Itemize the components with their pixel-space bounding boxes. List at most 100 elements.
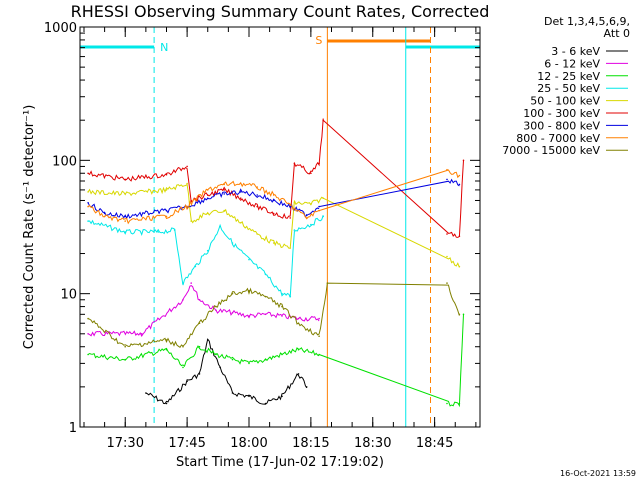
data-point xyxy=(206,339,209,341)
data-point xyxy=(310,223,312,226)
data-point xyxy=(223,193,225,195)
legend-header: Att 0 xyxy=(604,27,630,40)
x-tick-label: 18:30 xyxy=(354,436,391,451)
data-point xyxy=(231,311,234,314)
y-tick-label: 10 xyxy=(60,288,77,303)
data-point xyxy=(462,313,465,316)
data-point xyxy=(239,222,242,224)
data-point xyxy=(206,212,209,215)
legend-entry-label: 300 - 800 keV xyxy=(523,119,600,132)
data-point xyxy=(173,229,176,231)
x-tick-label: 18:45 xyxy=(416,436,453,451)
x-tick-label: 18:00 xyxy=(230,436,267,451)
data-point xyxy=(281,315,283,317)
data-point xyxy=(248,395,250,398)
series-line xyxy=(87,285,320,338)
data-point xyxy=(446,178,448,181)
data-point xyxy=(186,380,188,383)
legend-entry-label: 12 - 25 keV xyxy=(537,70,600,83)
data-point xyxy=(256,186,259,188)
data-point xyxy=(305,217,308,219)
x-axis: 17:30 17:45 18:00 18:15 18:30 18:45 xyxy=(83,27,477,451)
series-line xyxy=(88,215,324,298)
data-point xyxy=(458,313,461,316)
data-point xyxy=(281,353,283,356)
data-point xyxy=(190,282,192,284)
data-point xyxy=(297,348,300,351)
data-point xyxy=(206,197,209,199)
legend-entry-label: 50 - 100 keV xyxy=(530,95,600,108)
data-point xyxy=(198,299,201,301)
data-point xyxy=(194,265,197,268)
legend-entry-label: 25 - 50 keV xyxy=(537,82,600,95)
data-point xyxy=(103,215,106,218)
data-point xyxy=(87,353,89,356)
data-point xyxy=(281,292,283,295)
series-line xyxy=(87,183,460,268)
data-point xyxy=(103,212,106,215)
data-point xyxy=(281,305,283,308)
data-point xyxy=(318,209,320,212)
data-point xyxy=(297,322,300,325)
data-point xyxy=(305,214,308,216)
data-point xyxy=(318,335,320,338)
y-tick-label: 1 xyxy=(69,421,77,436)
data-point xyxy=(186,165,188,168)
data-point xyxy=(190,220,192,222)
data-point xyxy=(186,182,188,185)
x-axis-label: Start Time (17-Jun-02 17:19:02) xyxy=(176,455,384,470)
data-point xyxy=(446,282,448,284)
data-point xyxy=(165,215,168,218)
plot-frame xyxy=(79,26,481,428)
data-point xyxy=(264,358,267,361)
flag-label: N xyxy=(160,41,168,54)
data-point xyxy=(310,172,312,175)
series-line xyxy=(87,178,460,220)
data-point xyxy=(231,242,234,244)
legend-entry-label: 7000 - 15000 keV xyxy=(502,144,600,157)
data-point xyxy=(310,203,312,205)
data-point xyxy=(293,202,296,204)
legend-entry-label: 800 - 7000 keV xyxy=(516,132,600,145)
data-point xyxy=(140,333,143,335)
data-point xyxy=(182,299,184,301)
data-point xyxy=(446,233,448,235)
data-point xyxy=(231,292,234,295)
data-point xyxy=(297,317,300,320)
data-point xyxy=(322,215,325,218)
data-point xyxy=(239,191,242,193)
data-point xyxy=(87,205,89,208)
data-point xyxy=(87,220,89,222)
data-point xyxy=(215,309,217,312)
data-point xyxy=(446,168,448,171)
data-point xyxy=(206,249,209,252)
data-point xyxy=(458,235,461,237)
data-point xyxy=(318,205,320,208)
data-point xyxy=(318,317,320,320)
data-point xyxy=(462,159,465,162)
data-point xyxy=(231,392,234,394)
legend-header: Det 1,3,4,5,6,9, xyxy=(544,15,630,28)
series-line xyxy=(87,169,460,225)
y-axis-label: Corrected Count Rate (s⁻¹ detector⁻¹) xyxy=(22,105,37,350)
data-point xyxy=(186,205,188,208)
data-point xyxy=(223,189,225,191)
data-point xyxy=(165,189,168,191)
data-point xyxy=(272,242,275,244)
data-point xyxy=(272,212,275,215)
data-point xyxy=(198,345,201,348)
data-point xyxy=(182,366,184,369)
data-point xyxy=(272,194,275,196)
data-point xyxy=(124,178,126,181)
data-point xyxy=(289,205,292,208)
data-point xyxy=(165,339,168,341)
y-axis: 1 10 100 1000 xyxy=(44,21,480,436)
data-point xyxy=(165,348,168,351)
data-point xyxy=(458,183,461,186)
series-line xyxy=(145,338,308,405)
series-line xyxy=(87,313,464,408)
data-point xyxy=(256,233,259,235)
y-tick-label: 1000 xyxy=(44,21,77,36)
flag-layer: NS xyxy=(80,34,480,54)
data-point xyxy=(293,229,296,231)
